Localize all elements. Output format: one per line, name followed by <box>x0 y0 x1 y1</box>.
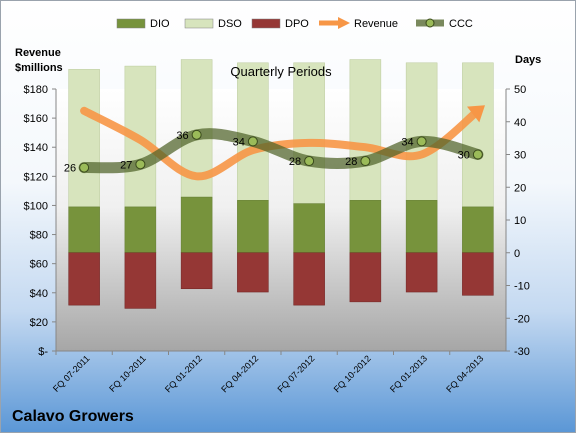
x-axis-tick-label: FQ 01-2013 <box>388 353 429 394</box>
legend-marker-ccc <box>425 18 435 28</box>
company-name: Calavo Growers <box>12 408 134 425</box>
bar-dso <box>462 62 494 208</box>
legend: DIO DSO DPO Revenue CCC <box>116 17 473 30</box>
legend-swatch-dio <box>116 18 146 29</box>
ccc-data-label: 27 <box>120 159 132 171</box>
ccc-data-label: 28 <box>345 156 357 168</box>
bar-dio <box>124 206 157 253</box>
legend-label-dso: DSO <box>218 18 242 30</box>
bar-dpo <box>349 252 382 303</box>
right-axis-tick-label: -30 <box>514 346 530 358</box>
ccc-point <box>135 159 146 170</box>
bar-dio <box>237 200 269 254</box>
bar-dpo <box>237 252 269 293</box>
bar-dio <box>68 206 100 253</box>
ccc-data-label: 30 <box>458 150 470 162</box>
left-axis-tick-label: $20 <box>30 317 48 329</box>
legend-label-dio: DIO <box>150 18 170 30</box>
legend-arrow-icon <box>338 17 350 29</box>
bar-dpo <box>405 252 438 293</box>
left-axis-title-line2: $millions <box>15 62 63 74</box>
bars-layer <box>68 59 494 309</box>
revenue-arrowhead <box>467 105 485 123</box>
legend-swatch-dpo <box>251 18 281 29</box>
ccc-point <box>79 162 90 173</box>
right-axis-tick-label: -20 <box>514 313 530 325</box>
right-axis-tick-label: 20 <box>514 182 526 194</box>
right-axis-tick-label: 40 <box>514 117 526 129</box>
ccc-point <box>304 156 315 167</box>
left-axis-title-line1: Revenue <box>15 47 61 59</box>
left-axis-tick-label: $60 <box>30 259 48 271</box>
ccc-point <box>247 136 258 147</box>
bar-dso <box>237 62 269 201</box>
lines-layer <box>78 105 485 181</box>
x-axis-tick-label: FQ 04-2013 <box>444 353 485 394</box>
chart-title: Quarterly Periods <box>230 64 332 79</box>
bar-dio <box>293 203 325 253</box>
ccc-point <box>472 149 483 160</box>
left-axis-tick-label: $80 <box>30 230 48 242</box>
bar-dio <box>349 200 382 254</box>
labels-layer: 26 27 36 34 28 28 34 30 <box>64 130 470 175</box>
bar-dio <box>462 206 494 253</box>
right-axis-tick-label: 50 <box>514 84 526 96</box>
ccc-data-label: 26 <box>64 163 76 175</box>
ccc-line <box>78 128 484 174</box>
left-axis-tick-label: $100 <box>24 200 48 212</box>
legend-swatch-dso <box>184 18 214 29</box>
ccc-point <box>416 136 427 147</box>
right-axis-tick-label: 0 <box>514 248 520 260</box>
ccc-point <box>191 129 202 140</box>
bar-dpo <box>462 252 494 296</box>
legend-label-ccc: CCC <box>449 18 473 30</box>
x-axis-tick-label: FQ 07-2012 <box>276 353 317 394</box>
bar-dpo <box>180 252 213 290</box>
bar-dso <box>293 62 325 204</box>
ccc-data-label: 28 <box>289 156 301 168</box>
ccc-data-label: 34 <box>233 136 245 148</box>
x-axis-tick-label: FQ 07-2011 <box>51 353 92 394</box>
ccc-data-label: 34 <box>401 136 413 148</box>
ccc-point <box>360 156 371 167</box>
right-axis-tick-label: 30 <box>514 150 526 162</box>
left-axis-tick-label: $140 <box>24 142 48 154</box>
bar-dso <box>405 62 438 201</box>
left-axis-tick-label: $160 <box>24 113 48 125</box>
left-axis-tick-label: $40 <box>30 288 48 300</box>
left-axis-tick-label: $120 <box>24 171 48 183</box>
bar-dpo <box>124 252 157 309</box>
left-axis-tick-label: $- <box>38 346 48 358</box>
legend-label-revenue: Revenue <box>354 18 398 30</box>
right-axis-title: Days <box>515 54 541 66</box>
right-axis-tick-label: -10 <box>514 281 530 293</box>
right-axis-tick-label: 10 <box>514 215 526 227</box>
x-axis-tick-label: FQ 10-2011 <box>107 353 148 394</box>
bar-dio <box>405 200 438 254</box>
bar-dpo <box>68 252 100 306</box>
bar-dpo <box>293 252 325 306</box>
left-axis-tick-label: $180 <box>24 84 48 96</box>
bar-dso <box>349 59 382 201</box>
bar-dso <box>68 69 100 208</box>
legend-label-dpo: DPO <box>285 18 309 30</box>
x-axis-tick-label: FQ 10-2012 <box>332 353 373 394</box>
bar-dio <box>180 196 213 253</box>
x-axis-tick-label: FQ 01-2012 <box>163 353 204 394</box>
x-axis-tick-label: FQ 04-2012 <box>219 353 260 394</box>
ccc-data-label: 36 <box>176 130 188 142</box>
